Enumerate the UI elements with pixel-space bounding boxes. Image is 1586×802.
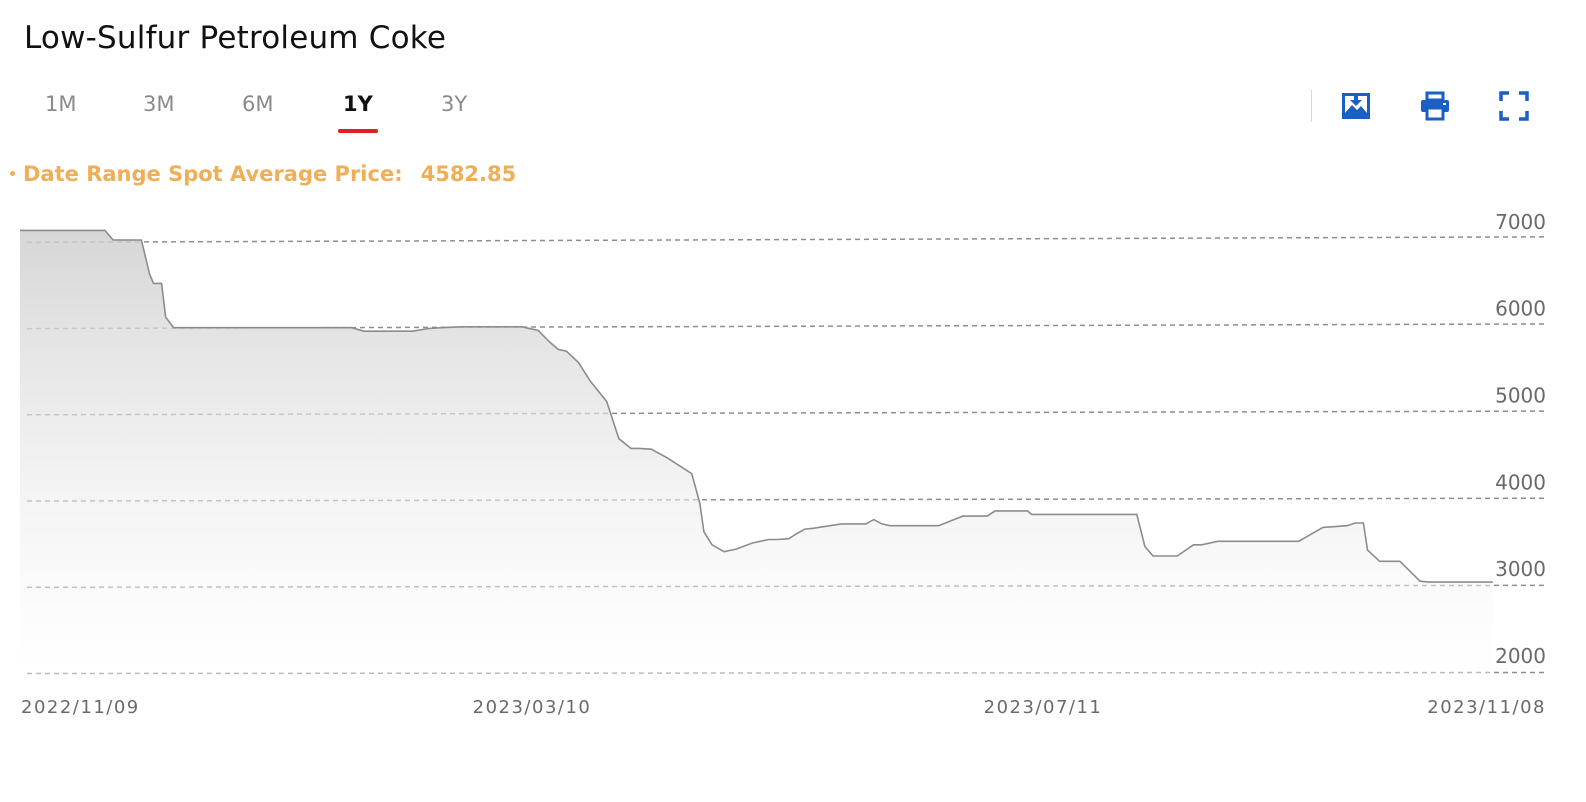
- x-tick-label: 2023/11/08: [1427, 697, 1546, 718]
- y-tick-label: 4000: [1495, 470, 1546, 494]
- range-tabs: 1M 3M 6M 1Y 3Y: [0, 86, 560, 136]
- x-tick-label: 2023/07/11: [984, 697, 1103, 718]
- tab-3y[interactable]: 3Y: [441, 92, 468, 116]
- page-title: Low-Sulfur Petroleum Coke: [24, 20, 447, 56]
- summary-dot: [10, 170, 15, 176]
- tab-6m[interactable]: 6M: [242, 92, 274, 116]
- print-icon: [1421, 91, 1449, 121]
- y-tick-label: 3000: [1495, 557, 1546, 581]
- toolbar-divider: [1311, 90, 1312, 122]
- summary-label: Date Range Spot Average Price:: [23, 162, 403, 186]
- fullscreen-icon: [1499, 91, 1529, 121]
- x-tick-label: 2022/11/09: [21, 697, 140, 718]
- y-tick-label: 2000: [1495, 644, 1546, 668]
- active-tab-underline: [338, 129, 378, 133]
- price-area: [20, 230, 1493, 675]
- summary-value: 4582.85: [420, 162, 517, 186]
- fullscreen-button[interactable]: [1498, 90, 1530, 122]
- y-tick-label: 7000: [1495, 210, 1546, 234]
- gridline-7000: [26, 236, 1547, 244]
- x-tick-label: 2023/03/10: [473, 697, 592, 718]
- print-button[interactable]: [1419, 90, 1451, 122]
- date-range-average: Date Range Spot Average Price: 4582.85: [10, 162, 516, 186]
- y-tick-label: 5000: [1495, 384, 1546, 408]
- tab-1y[interactable]: 1Y: [343, 92, 373, 116]
- y-tick-label: 6000: [1495, 297, 1546, 321]
- tab-3m[interactable]: 3M: [143, 92, 175, 116]
- price-line: [20, 229, 1493, 583]
- tab-1m[interactable]: 1M: [45, 92, 77, 116]
- download-image-icon: [1342, 93, 1370, 119]
- download-image-button[interactable]: [1340, 90, 1372, 122]
